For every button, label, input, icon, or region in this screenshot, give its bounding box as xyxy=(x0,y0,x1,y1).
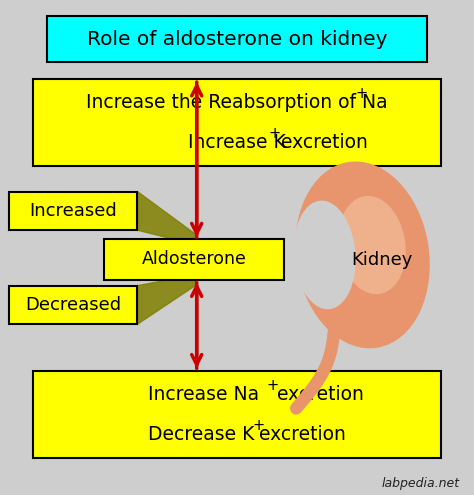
Text: +: + xyxy=(266,378,279,393)
FancyBboxPatch shape xyxy=(33,79,441,166)
FancyBboxPatch shape xyxy=(9,192,137,230)
Text: Increase K: Increase K xyxy=(188,133,286,152)
Text: excretion: excretion xyxy=(276,385,364,404)
Ellipse shape xyxy=(294,200,356,309)
Text: excretion: excretion xyxy=(259,425,346,444)
Text: Decrease K: Decrease K xyxy=(147,425,260,444)
Text: Increase the Reabsorption of Na: Increase the Reabsorption of Na xyxy=(86,93,388,112)
Text: Role of aldosterone on kidney: Role of aldosterone on kidney xyxy=(87,30,387,49)
Text: excretion: excretion xyxy=(281,133,368,152)
Ellipse shape xyxy=(338,196,406,294)
Text: Kidney: Kidney xyxy=(351,251,412,269)
Text: +: + xyxy=(355,86,367,101)
FancyBboxPatch shape xyxy=(33,371,441,458)
Text: Increased: Increased xyxy=(29,202,118,220)
Text: +: + xyxy=(252,418,264,433)
FancyBboxPatch shape xyxy=(104,239,284,280)
Text: Decreased: Decreased xyxy=(26,296,121,314)
Text: Aldosterone: Aldosterone xyxy=(142,250,247,268)
Polygon shape xyxy=(137,275,197,324)
FancyBboxPatch shape xyxy=(9,286,137,324)
FancyBboxPatch shape xyxy=(47,16,427,62)
Polygon shape xyxy=(137,192,197,245)
Text: Increase Na: Increase Na xyxy=(148,385,259,404)
Ellipse shape xyxy=(295,161,430,348)
Text: +: + xyxy=(269,126,281,141)
Text: labpedia.net: labpedia.net xyxy=(382,477,460,490)
